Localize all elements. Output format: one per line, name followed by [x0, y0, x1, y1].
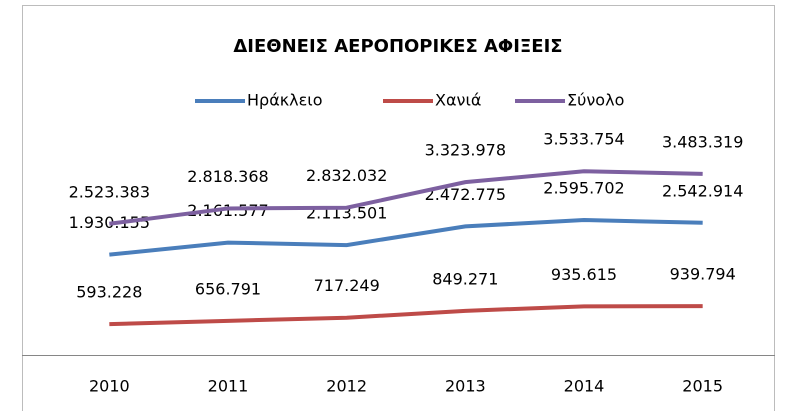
data-label: 2.161.577	[187, 201, 268, 220]
data-label: 656.791	[195, 279, 261, 298]
data-label: 3.483.319	[662, 132, 743, 151]
chart-title: ΔΙΕΘΝΕΙΣ ΑΕΡΟΠΟΡΙΚΕΣ ΑΦΙΞΕΙΣ	[233, 36, 562, 57]
data-label: 3.533.754	[543, 130, 624, 149]
data-label: 849.271	[432, 269, 498, 288]
data-label: 2.472.775	[425, 185, 506, 204]
x-tick-label: 2012	[326, 377, 367, 396]
data-label: 593.228	[76, 283, 142, 302]
data-label: 2.818.368	[187, 167, 268, 186]
chart-frame	[22, 5, 775, 411]
series-line	[109, 304, 703, 327]
data-label: 717.249	[314, 276, 380, 295]
data-label: 2.595.702	[543, 179, 624, 198]
x-tick-label: 2011	[208, 377, 249, 396]
data-label: 2.542.914	[662, 181, 743, 200]
legend-label: Ηράκλειο	[247, 91, 322, 110]
data-label: 2.832.032	[306, 166, 387, 185]
series-line	[109, 169, 703, 226]
data-label: 2.523.383	[69, 182, 150, 201]
x-tick-label: 2010	[89, 377, 130, 396]
legend-label: Χανιά	[435, 91, 481, 110]
x-tick-label: 2013	[445, 377, 486, 396]
series-line	[109, 218, 703, 257]
x-tick-label: 2015	[682, 377, 723, 396]
legend-label: Σύνολο	[567, 91, 624, 110]
data-label: 939.794	[670, 265, 736, 284]
data-label: 935.615	[551, 265, 617, 284]
data-label: 3.323.978	[425, 141, 506, 160]
x-tick-label: 2014	[564, 377, 605, 396]
